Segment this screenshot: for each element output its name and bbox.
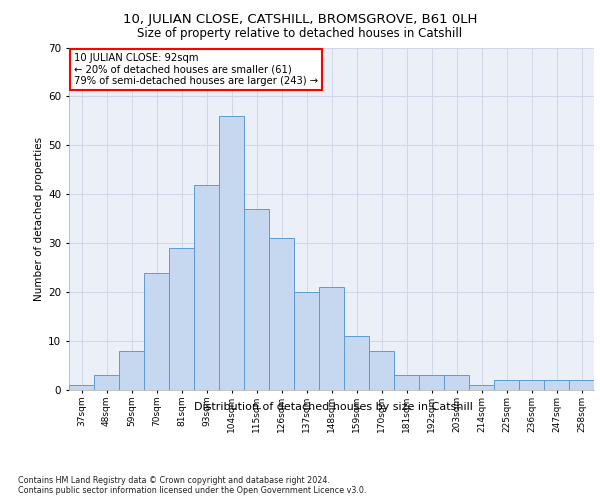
Bar — [569, 380, 594, 390]
Bar — [169, 248, 194, 390]
Text: 10 JULIAN CLOSE: 92sqm
← 20% of detached houses are smaller (61)
79% of semi-det: 10 JULIAN CLOSE: 92sqm ← 20% of detached… — [74, 52, 319, 86]
Bar — [194, 184, 219, 390]
Text: Contains HM Land Registry data © Crown copyright and database right 2024.: Contains HM Land Registry data © Crown c… — [18, 476, 330, 485]
Bar — [369, 351, 394, 390]
Bar — [244, 209, 269, 390]
Bar — [294, 292, 319, 390]
Bar — [319, 287, 344, 390]
Bar — [119, 351, 144, 390]
Bar — [469, 385, 494, 390]
Bar — [94, 376, 119, 390]
Bar — [444, 376, 469, 390]
Bar — [219, 116, 244, 390]
Bar — [269, 238, 294, 390]
Bar — [494, 380, 519, 390]
Bar — [69, 385, 94, 390]
Bar — [394, 376, 419, 390]
Bar — [519, 380, 544, 390]
Bar — [544, 380, 569, 390]
Text: Distribution of detached houses by size in Catshill: Distribution of detached houses by size … — [194, 402, 472, 412]
Text: Contains public sector information licensed under the Open Government Licence v3: Contains public sector information licen… — [18, 486, 367, 495]
Text: Size of property relative to detached houses in Catshill: Size of property relative to detached ho… — [137, 28, 463, 40]
Bar — [419, 376, 444, 390]
Y-axis label: Number of detached properties: Number of detached properties — [34, 136, 44, 301]
Bar — [344, 336, 369, 390]
Bar — [144, 272, 169, 390]
Text: 10, JULIAN CLOSE, CATSHILL, BROMSGROVE, B61 0LH: 10, JULIAN CLOSE, CATSHILL, BROMSGROVE, … — [123, 12, 477, 26]
